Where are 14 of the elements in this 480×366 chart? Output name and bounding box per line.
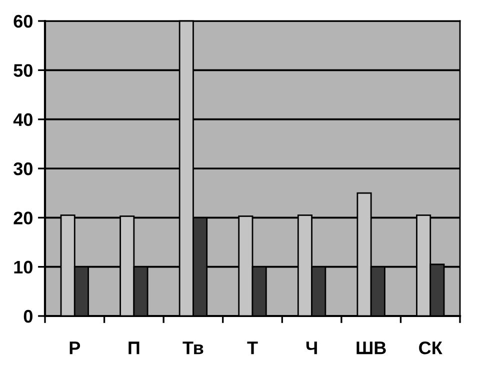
y-tick-label: 30 <box>14 162 32 176</box>
y-tick-label: 60 <box>14 14 32 28</box>
y-tick-label: 20 <box>14 212 32 224</box>
x-tick-label: Р <box>70 342 80 354</box>
y-tick-label: 0 <box>24 310 32 323</box>
y-tick-label: 50 <box>14 64 32 77</box>
x-tick-label: П <box>128 342 140 354</box>
x-tick-label: Ч <box>306 342 317 354</box>
x-tick-label: СК <box>419 341 442 354</box>
y-tick-label: 10 <box>14 260 32 274</box>
x-tick-label: Тв <box>182 342 204 354</box>
y-tick-label: 40 <box>13 113 32 126</box>
x-tick-label: Т <box>247 342 258 354</box>
x-tick-label: ШВ <box>356 342 386 354</box>
